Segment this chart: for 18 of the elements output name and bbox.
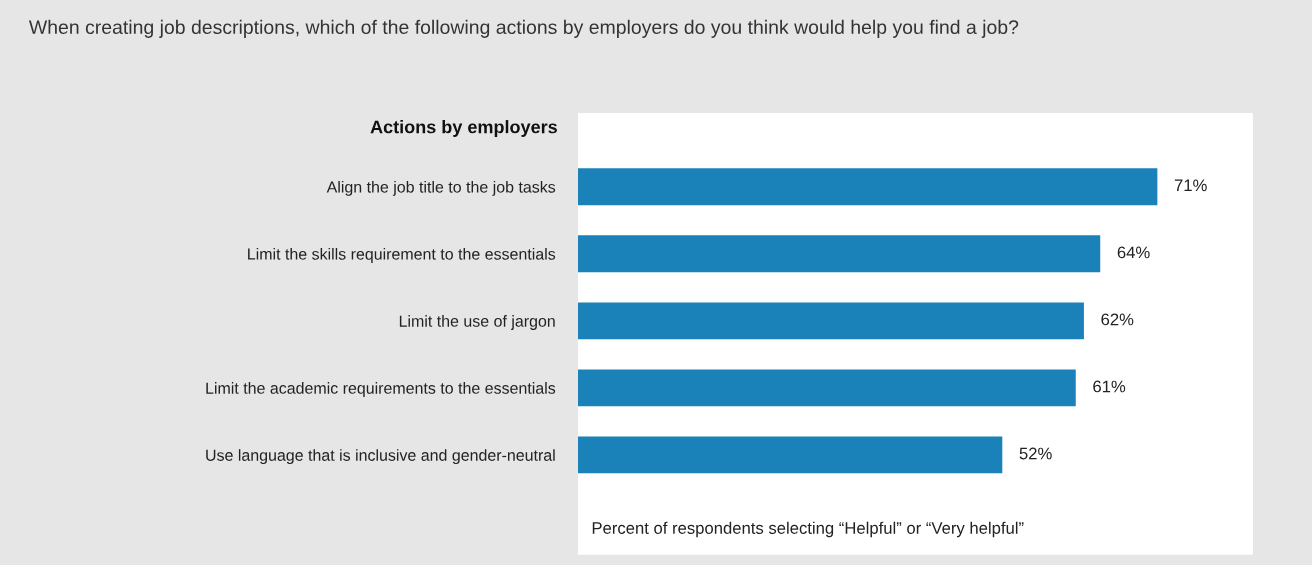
bar bbox=[577, 436, 1003, 474]
x-axis-title: Percent of respondents selecting “Helpful” or “Very helpful” bbox=[592, 521, 1024, 538]
y-tick-label: Limit the academic requirements to the essentials bbox=[206, 382, 556, 397]
data-label: 61% bbox=[1093, 380, 1126, 393]
data-label: 71% bbox=[1174, 179, 1207, 192]
y-axis-title: Actions by employers bbox=[370, 120, 557, 137]
bar bbox=[577, 168, 1158, 206]
y-tick-label: Limit the skills requirement to the essentials bbox=[248, 248, 556, 263]
chart-title: When creating job descriptions, which of the following actions by employers do you think would help you find a job? bbox=[28, 19, 1019, 38]
bar bbox=[577, 235, 1101, 273]
data-label: 64% bbox=[1117, 246, 1150, 259]
y-tick-label: Align the job title to the job tasks bbox=[326, 180, 556, 196]
data-label: 62% bbox=[1101, 313, 1134, 326]
data-label: 52% bbox=[1019, 447, 1052, 460]
bar bbox=[577, 302, 1084, 340]
y-tick-label: Limit the use of jargon bbox=[399, 315, 555, 330]
bar bbox=[577, 369, 1076, 407]
y-tick-label: Use language that is inclusive and gender-neutral bbox=[206, 449, 555, 465]
